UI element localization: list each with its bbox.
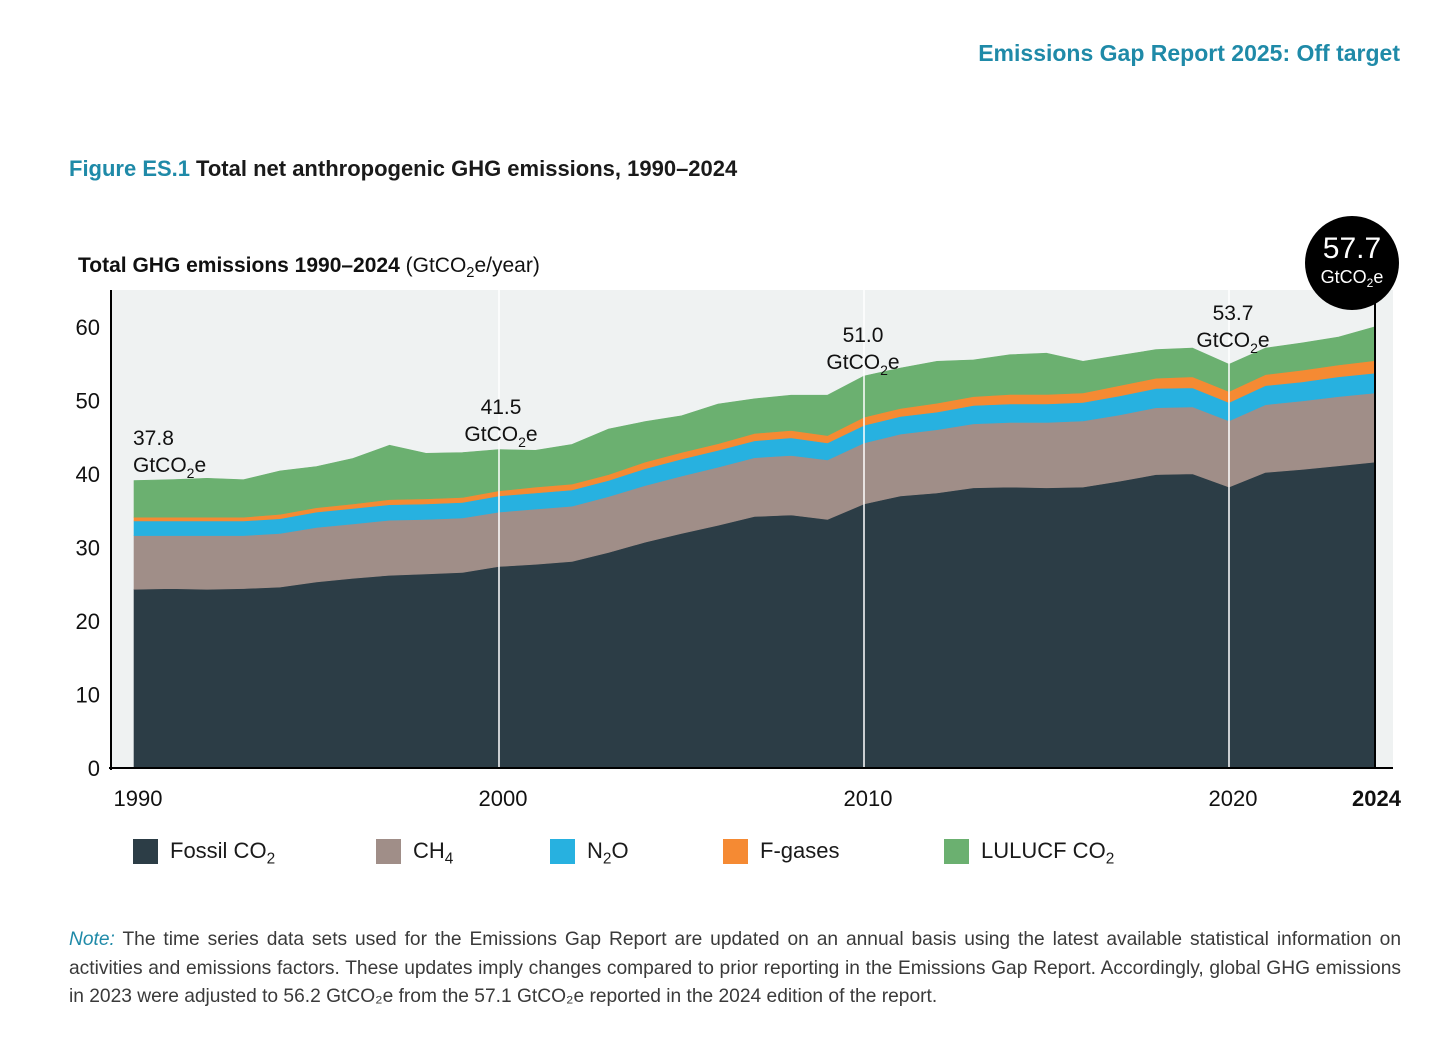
y-tick-label: 50: [76, 388, 100, 413]
annotation-unit: GtCO2e: [464, 423, 537, 450]
legend-swatch-n2o: [550, 838, 575, 864]
chart-subtitle-bold: Total GHG emissions 1990–2024: [78, 254, 400, 277]
legend-item-fossil: Fossil CO2: [133, 838, 276, 868]
legend-text-lulucf: LULUCF CO: [981, 838, 1106, 863]
annotation-unit: GtCO2e: [826, 351, 899, 378]
annotation-value: 41.5: [481, 396, 522, 419]
x-tick-label: 2020: [1209, 786, 1258, 811]
legend-item-n2o: N2O: [550, 838, 629, 868]
y-tick-label: 0: [88, 756, 100, 781]
highlight-value: 57.7: [1323, 232, 1381, 265]
legend-item-ch4: CH4: [376, 838, 454, 868]
legend-sub-ch4: 4: [444, 850, 454, 868]
legend-sub-n2o: 2: [602, 850, 612, 868]
annotation-unit: GtCO2e: [1196, 329, 1269, 356]
report-header-title: Emissions Gap Report 2025: Off target: [978, 40, 1400, 66]
legend-text-ch4: CH: [413, 838, 445, 863]
emissions-area-chart: 0 10 20 30 40 50 60 1990 2000 2010 2020 2024 37.8 GtC…: [76, 216, 1402, 811]
legend-swatch-fossil: [133, 838, 158, 864]
legend-item-fgases: F-gases: [723, 838, 839, 864]
legend-text-fossil: Fossil CO: [170, 838, 267, 863]
y-tick-label: 30: [76, 535, 100, 560]
chart-unit-pre: (GtCO: [399, 254, 467, 277]
x-tick-label: 2010: [844, 786, 893, 811]
figure-number: Figure ES.1: [69, 156, 191, 181]
legend-swatch-lulucf: [944, 838, 969, 864]
highlight-unit: GtCO2e: [1321, 267, 1384, 290]
chart-unit-sub: 2: [466, 265, 475, 282]
x-tick-label: 2000: [479, 786, 528, 811]
annotation-value: 51.0: [843, 324, 884, 347]
note-label: Note:: [69, 929, 115, 950]
legend-sub-fossil: 2: [266, 850, 276, 868]
legend-label-fossil: Fossil CO2: [170, 838, 276, 868]
x-tick-label: 1990: [114, 786, 163, 811]
annotation-unit: GtCO2e: [133, 454, 206, 481]
legend-label-n2o: N2O: [587, 838, 629, 868]
note-text: The time series data sets used for the E…: [69, 929, 1402, 1007]
legend-label-fgases: F-gases: [760, 838, 840, 863]
y-tick-label: 10: [76, 682, 100, 707]
legend-sub-lulucf: 2: [1105, 850, 1115, 868]
legend-text-n2o: N: [587, 838, 603, 863]
chart-unit-post: e/year): [474, 254, 540, 277]
x-tick-label: 2024: [1352, 786, 1402, 811]
y-tick-label: 20: [76, 609, 100, 634]
figure-note: Note: The time series data sets used for…: [69, 926, 1401, 1012]
y-tick-label: 60: [76, 315, 100, 340]
legend-label-lulucf: LULUCF CO2: [981, 838, 1115, 868]
legend-item-lulucf: LULUCF CO2: [944, 838, 1115, 868]
legend-swatch-fgases: [723, 838, 748, 864]
y-tick-label: 40: [76, 462, 100, 487]
legend-label-ch4: CH4: [413, 838, 454, 868]
figure-title-text: Total net anthropogenic GHG emissions, 1…: [196, 156, 738, 181]
legend-post-n2o: O: [611, 838, 629, 863]
annotation-value: 53.7: [1213, 302, 1254, 325]
figure-title: Figure ES.1 Total net anthropogenic GHG e…: [69, 156, 737, 182]
annotation-value: 37.8: [133, 427, 174, 450]
legend-swatch-ch4: [376, 838, 401, 864]
chart-legend: Fossil CO2 CH4 N2O F-gases LULUCF CO2: [133, 838, 1233, 872]
highlight-badge: [1305, 216, 1399, 310]
chart-subtitle: Total GHG emissions 1990–2024 (GtCO2e/ye…: [78, 254, 540, 282]
